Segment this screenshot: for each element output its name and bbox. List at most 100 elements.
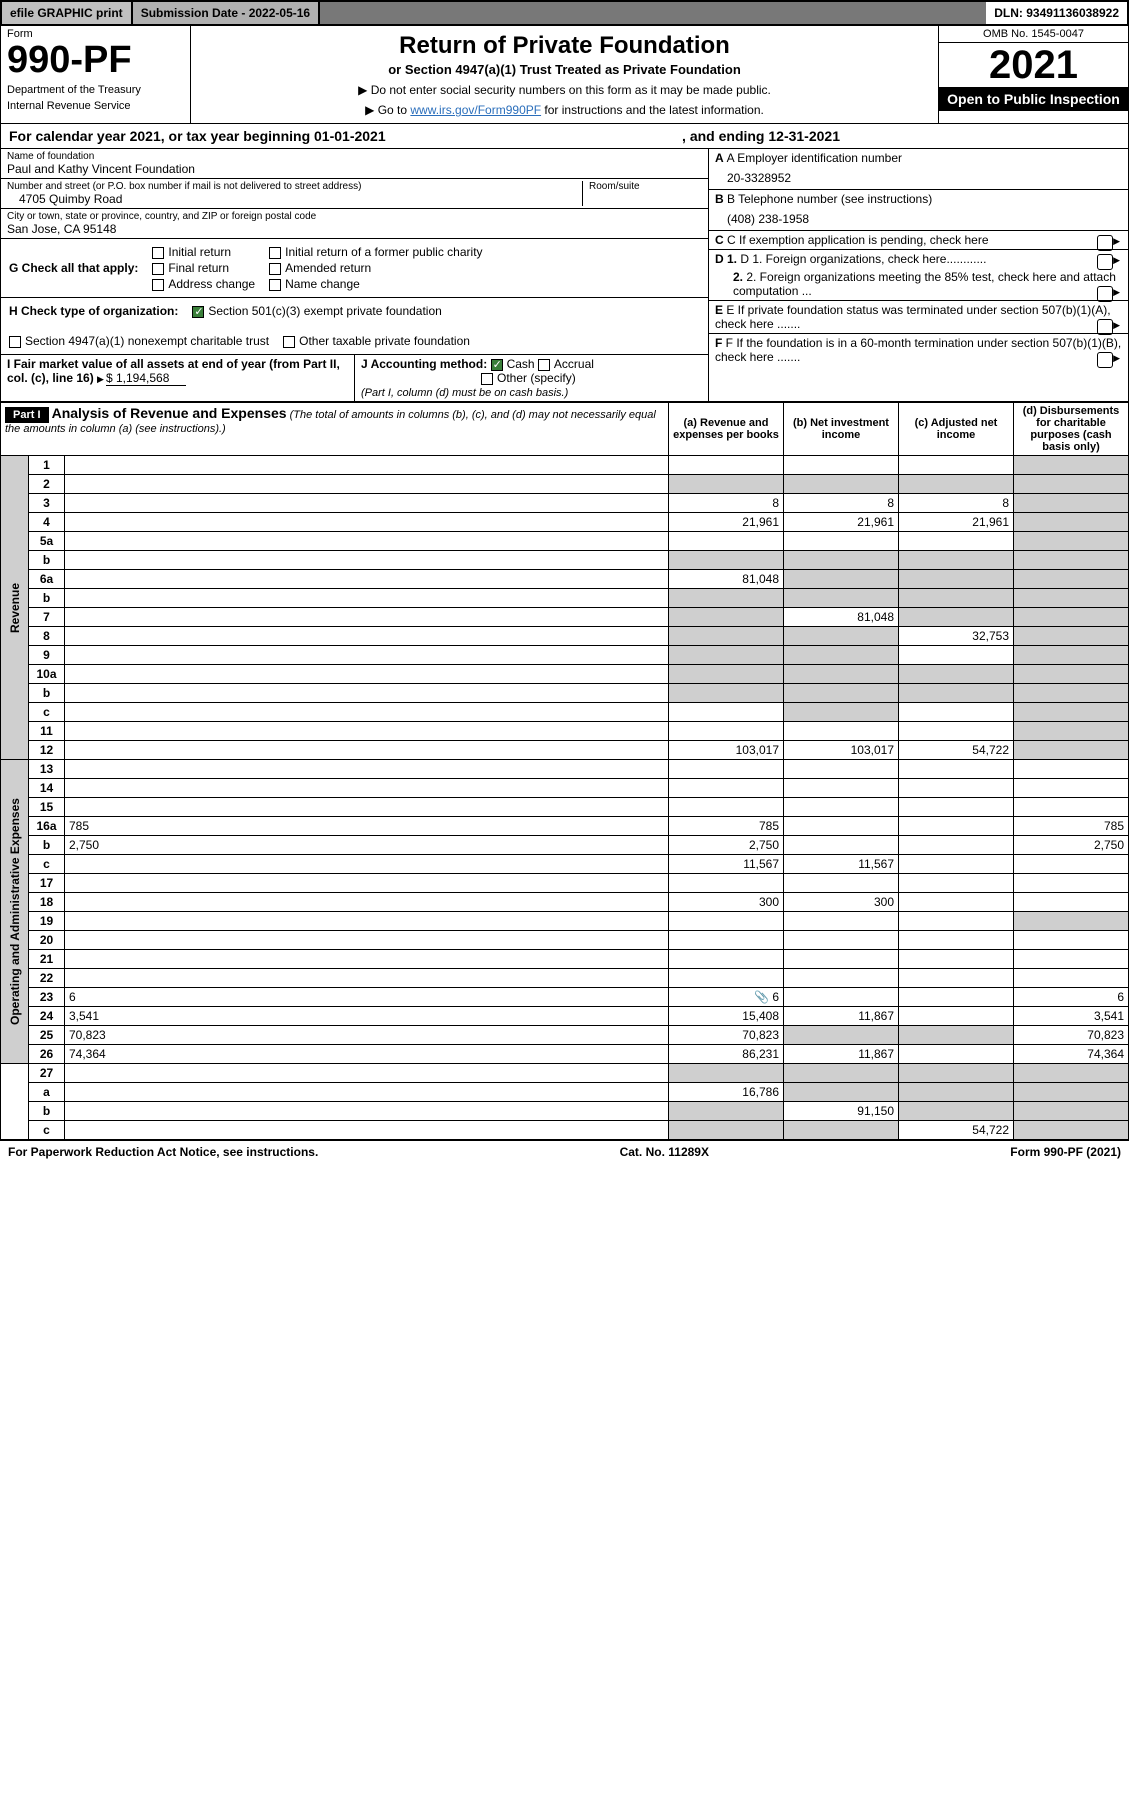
- g-opt-initial[interactable]: Initial return: [152, 245, 255, 259]
- row-number: 26: [29, 1045, 65, 1064]
- cell-a: 21,961: [669, 513, 784, 532]
- cell-c: [899, 912, 1014, 931]
- cell-d: [1014, 1083, 1129, 1102]
- cell-c: [899, 475, 1014, 494]
- cell-d: [1014, 741, 1129, 760]
- cell-d: [1014, 722, 1129, 741]
- cell-b: [784, 532, 899, 551]
- city-cell: City or town, state or province, country…: [1, 209, 708, 239]
- table-row: Revenue1: [1, 456, 1129, 475]
- part1-table: Part I Analysis of Revenue and Expenses …: [0, 402, 1129, 1140]
- cell-c: 8: [899, 494, 1014, 513]
- cell-d: [1014, 950, 1129, 969]
- e-checkbox[interactable]: [1097, 319, 1113, 335]
- cell-a: [669, 456, 784, 475]
- f-checkbox[interactable]: [1097, 352, 1113, 368]
- table-row: b91,150: [1, 1102, 1129, 1121]
- cell-a: [669, 475, 784, 494]
- cell-b: [784, 817, 899, 836]
- cell-d: 74,364: [1014, 1045, 1129, 1064]
- top-spacer: [320, 2, 986, 24]
- footer-left: For Paperwork Reduction Act Notice, see …: [8, 1145, 318, 1159]
- row-number: 24: [29, 1007, 65, 1026]
- city-label: City or town, state or province, country…: [7, 211, 702, 222]
- cell-b: 21,961: [784, 513, 899, 532]
- city-value: San Jose, CA 95148: [7, 222, 702, 236]
- d1-checkbox[interactable]: [1097, 254, 1113, 270]
- omb-number: OMB No. 1545-0047: [939, 26, 1128, 43]
- row-description: [65, 703, 669, 722]
- cell-d: [1014, 1064, 1129, 1083]
- cell-c: [899, 855, 1014, 874]
- cell-d: [1014, 494, 1129, 513]
- foundation-name: Paul and Kathy Vincent Foundation: [7, 162, 702, 176]
- cell-b: [784, 798, 899, 817]
- row-number: 3: [29, 494, 65, 513]
- i-cell: I Fair market value of all assets at end…: [1, 355, 355, 401]
- d2-label: 2. Foreign organizations meeting the 85%…: [733, 270, 1116, 298]
- g-opt-name-change[interactable]: Name change: [269, 277, 482, 291]
- row-description: [65, 1083, 669, 1102]
- row-number: b: [29, 551, 65, 570]
- row-description: 6: [65, 988, 669, 1007]
- instruction-2: ▶ Go to www.irs.gov/Form990PF for instru…: [201, 103, 928, 117]
- j-cell: J Accounting method: Cash Accrual Other …: [355, 355, 708, 401]
- cell-c: [899, 874, 1014, 893]
- b-label: B Telephone number (see instructions): [727, 192, 932, 206]
- cell-a: [669, 874, 784, 893]
- cell-b: [784, 931, 899, 950]
- cell-c: [899, 722, 1014, 741]
- cell-c: [899, 969, 1014, 988]
- row-number: c: [29, 703, 65, 722]
- d2-checkbox[interactable]: [1097, 286, 1113, 302]
- h-opt-other-taxable[interactable]: Other taxable private foundation: [283, 334, 470, 348]
- h-opt-4947[interactable]: Section 4947(a)(1) nonexempt charitable …: [9, 334, 269, 348]
- cell-c: [899, 1026, 1014, 1045]
- table-row: 14: [1, 779, 1129, 798]
- table-row: 2570,82370,82370,823: [1, 1026, 1129, 1045]
- efile-label[interactable]: efile GRAPHIC print: [2, 2, 133, 24]
- g-opt-former-public[interactable]: Initial return of a former public charit…: [269, 245, 482, 259]
- year-box: OMB No. 1545-0047 2021 Open to Public In…: [938, 26, 1128, 123]
- form-subtitle: or Section 4947(a)(1) Trust Treated as P…: [201, 62, 928, 77]
- cell-d: [1014, 456, 1129, 475]
- h-opt-501c3[interactable]: Section 501(c)(3) exempt private foundat…: [192, 304, 441, 318]
- row-description: [65, 874, 669, 893]
- row-description: [65, 893, 669, 912]
- cell-b: [784, 1121, 899, 1140]
- cell-c: [899, 1007, 1014, 1026]
- cell-b: [784, 665, 899, 684]
- g-opt-amended[interactable]: Amended return: [269, 261, 482, 275]
- row-number: 25: [29, 1026, 65, 1045]
- cell-d: 785: [1014, 817, 1129, 836]
- top-bar: efile GRAPHIC print Submission Date - 20…: [0, 0, 1129, 26]
- cell-c: [899, 1064, 1014, 1083]
- table-row: Operating and Administrative Expenses13: [1, 760, 1129, 779]
- row-description: [65, 456, 669, 475]
- address-label: Number and street (or P.O. box number if…: [7, 181, 582, 192]
- c-checkbox[interactable]: [1097, 235, 1113, 251]
- g-opt-address[interactable]: Address change: [152, 277, 255, 291]
- row-number: 5a: [29, 532, 65, 551]
- j-note: (Part I, column (d) must be on cash basi…: [361, 387, 568, 399]
- cell-a: 81,048: [669, 570, 784, 589]
- row-description: [65, 684, 669, 703]
- j-accrual[interactable]: Accrual: [538, 357, 594, 371]
- f-label: F If the foundation is in a 60-month ter…: [715, 336, 1121, 364]
- cell-b: [784, 570, 899, 589]
- row-number: 13: [29, 760, 65, 779]
- form990pf-link[interactable]: www.irs.gov/Form990PF: [410, 103, 541, 117]
- row-number: 15: [29, 798, 65, 817]
- cell-a: 70,823: [669, 1026, 784, 1045]
- j-other[interactable]: Other (specify): [361, 371, 576, 385]
- cell-a: [669, 912, 784, 931]
- cell-a: [669, 1102, 784, 1121]
- g-opt-final[interactable]: Final return: [152, 261, 255, 275]
- cell-a: 785: [669, 817, 784, 836]
- cell-d: [1014, 627, 1129, 646]
- cell-d: [1014, 931, 1129, 950]
- row-description: [65, 513, 669, 532]
- cell-c: [899, 570, 1014, 589]
- cell-a: [669, 627, 784, 646]
- j-cash[interactable]: Cash: [491, 357, 535, 371]
